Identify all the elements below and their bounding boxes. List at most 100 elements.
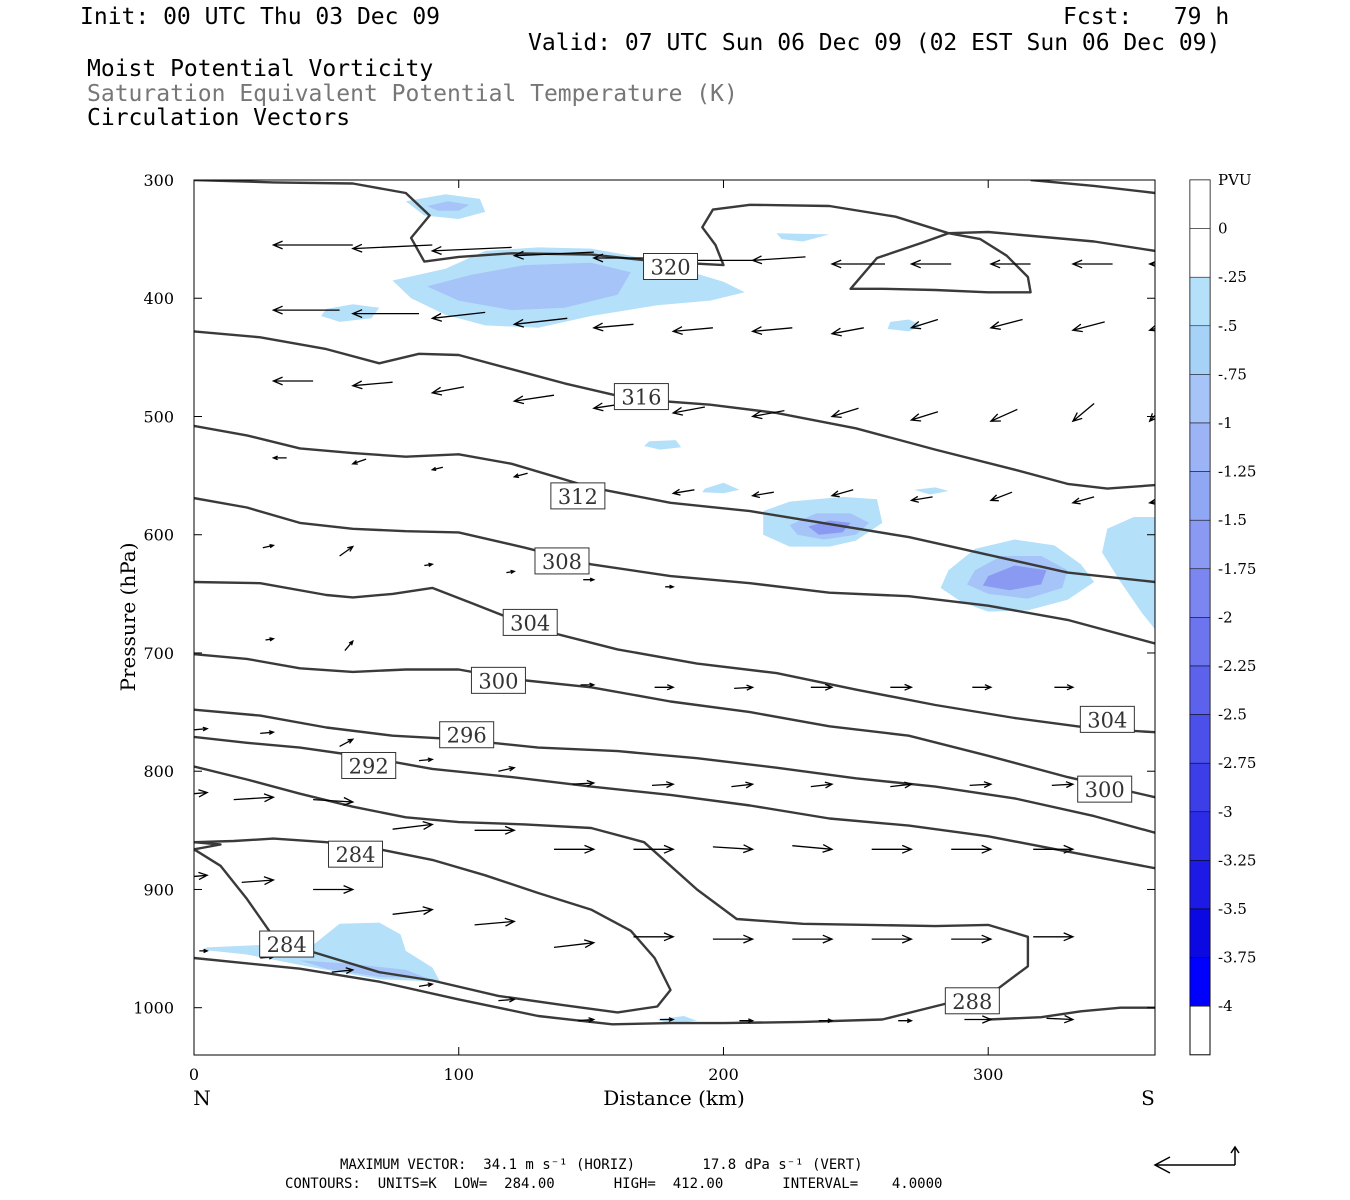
colorbar-segment <box>1189 276 1211 327</box>
colorbar-level-label: -.25 <box>1218 268 1247 286</box>
circulation-vector <box>418 757 434 763</box>
circulation-vector <box>1051 781 1075 789</box>
colorbar-level-label: -.5 <box>1218 317 1237 335</box>
contour-label: 300 <box>1085 778 1125 802</box>
contour-line <box>194 837 672 1014</box>
y-tick-label: 300 <box>143 171 174 190</box>
circulation-vector <box>580 682 596 688</box>
circulation-vector <box>392 906 434 916</box>
y-tick-label: 1000 <box>133 999 174 1018</box>
contour-line <box>194 841 222 851</box>
circulation-vector <box>260 730 276 735</box>
colorbar-segment <box>1189 374 1211 424</box>
colorbar-level-label: -2.5 <box>1218 706 1247 724</box>
x-tick-label: 0 <box>189 1065 199 1084</box>
colorbar-level-label: -3 <box>1218 803 1233 821</box>
pv-shade-region <box>808 520 851 535</box>
contour-label-box <box>550 482 606 510</box>
circulation-vector <box>474 825 516 835</box>
colorbar-segment <box>1189 617 1211 667</box>
y-axis-label: Pressure (hPa) <box>116 543 140 692</box>
forecast-hour: Fcst: 79 h <box>1063 4 1230 30</box>
circulation-vector <box>830 259 885 269</box>
circulation-vector <box>262 544 276 549</box>
contour-line <box>194 330 1155 490</box>
x-tick-label: 200 <box>708 1065 739 1084</box>
pv-shade-region <box>776 233 830 242</box>
circulation-vector <box>830 327 864 337</box>
pv-shade-region <box>914 487 949 495</box>
circulation-vector <box>951 844 993 854</box>
circulation-vector <box>909 318 939 330</box>
circulation-vector <box>351 309 419 319</box>
contour-line <box>194 580 1155 734</box>
circulation-vector <box>898 1018 914 1024</box>
contour-label: 304 <box>1087 708 1127 732</box>
contour-label: 316 <box>621 386 661 410</box>
circulation-vector <box>351 380 393 390</box>
circulation-vector <box>1071 259 1113 269</box>
circulation-vector <box>313 796 355 806</box>
y-tick-label: 700 <box>143 644 174 663</box>
circulation-vector <box>671 406 706 416</box>
colorbar-segment <box>1189 714 1211 764</box>
circulation-vector <box>750 326 793 336</box>
colorbar-segment <box>1189 179 1211 229</box>
circulation-vector <box>1148 261 1155 267</box>
contour-label: 308 <box>542 550 582 574</box>
circulation-vector <box>671 488 695 496</box>
colorbar-level-label: -1.75 <box>1218 560 1256 578</box>
circulation-vector <box>331 967 355 975</box>
circulation-vector <box>430 466 444 472</box>
pv-shade-region <box>1102 517 1155 630</box>
north-end-label: N <box>193 1086 211 1110</box>
circulation-vector <box>1054 684 1075 691</box>
circulation-vector <box>989 259 1031 269</box>
circulation-vector <box>712 934 755 944</box>
colorbar-level-label: 0 <box>1218 220 1228 238</box>
circulation-vector <box>498 765 516 772</box>
circulation-vector <box>430 246 512 256</box>
circulation-vector <box>271 376 314 386</box>
contour-line <box>194 708 1155 834</box>
circulation-vector <box>871 844 914 854</box>
pv-shade-region <box>201 922 441 982</box>
circulation-vector <box>810 781 834 789</box>
contour-line <box>194 765 1030 1026</box>
colorbar-level-label: -.75 <box>1218 365 1247 383</box>
circulation-vector <box>474 917 516 927</box>
circulation-vector <box>792 934 834 944</box>
colorbar-segment <box>1189 228 1211 278</box>
colorbar-segment <box>1189 471 1211 521</box>
contour-info-note: CONTOURS: UNITS=K LOW= 284.00 HIGH= 412.… <box>285 1176 943 1192</box>
circulation-vector <box>572 779 596 787</box>
colorbar-segment <box>1189 568 1211 618</box>
circulation-vector <box>1071 496 1095 505</box>
circulation-vector <box>750 491 774 499</box>
contour-label: 296 <box>447 724 487 748</box>
contour-label-box <box>643 253 699 280</box>
y-tick-label: 400 <box>143 289 174 308</box>
circulation-vector <box>194 789 209 798</box>
contour-label: 284 <box>267 933 307 957</box>
colorbar-level-label: -1 <box>1218 414 1233 432</box>
y-tick-label: 600 <box>143 526 174 545</box>
contour-label: 320 <box>650 256 690 280</box>
valid-time: Valid: 07 UTC Sun 06 Dec 09 (02 EST Sun … <box>528 30 1221 56</box>
circulation-vector <box>651 781 675 789</box>
contour-line <box>194 735 1155 870</box>
circulation-vector <box>351 458 367 465</box>
circulation-vector <box>969 781 993 789</box>
circulation-vector <box>430 386 465 396</box>
circulation-vector <box>659 1017 675 1022</box>
field-title-pv: Moist Potential Vorticity <box>87 56 434 82</box>
circulation-vector <box>430 311 486 322</box>
colorbar-segment <box>1189 908 1211 958</box>
circulation-vector <box>553 939 596 949</box>
contour-label-box <box>470 666 526 694</box>
circulation-vector <box>339 545 355 557</box>
colorbar-segment <box>1189 422 1211 472</box>
circulation-vector <box>890 683 914 691</box>
circulation-vector <box>271 305 340 315</box>
